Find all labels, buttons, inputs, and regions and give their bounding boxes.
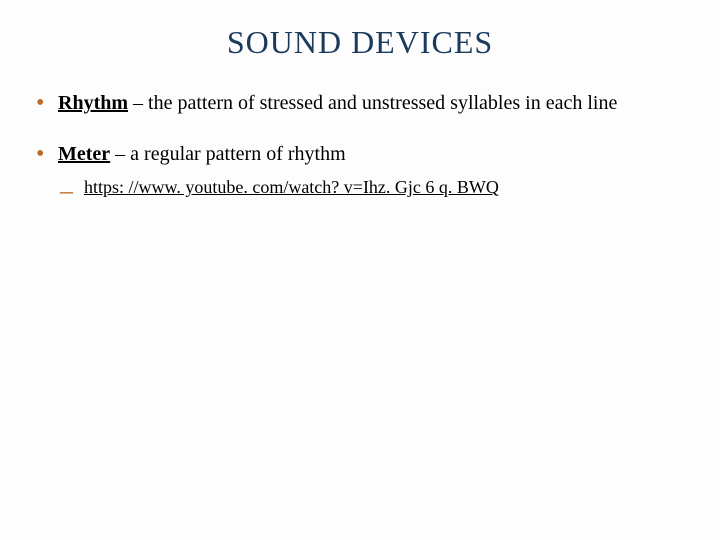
separator: –: [110, 143, 130, 165]
definition: the pattern of stressed and unstressed s…: [148, 92, 617, 114]
list-item: Meter – a regular pattern of rhythm http…: [58, 140, 684, 200]
page-title: SOUND DEVICES: [36, 24, 684, 61]
sub-list: https: //www. youtube. com/watch? v=Ihz.…: [58, 175, 684, 200]
link-text[interactable]: https: //www. youtube. com/watch? v=Ihz.…: [84, 177, 499, 197]
term: Meter: [58, 143, 110, 165]
term: Rhythm: [58, 92, 128, 114]
definition: a regular pattern of rhythm: [130, 143, 345, 165]
separator: –: [128, 92, 148, 114]
sub-list-item: https: //www. youtube. com/watch? v=Ihz.…: [84, 175, 684, 200]
list-item: Rhythm – the pattern of stressed and uns…: [58, 89, 684, 118]
bullet-list: Rhythm – the pattern of stressed and uns…: [36, 89, 684, 200]
